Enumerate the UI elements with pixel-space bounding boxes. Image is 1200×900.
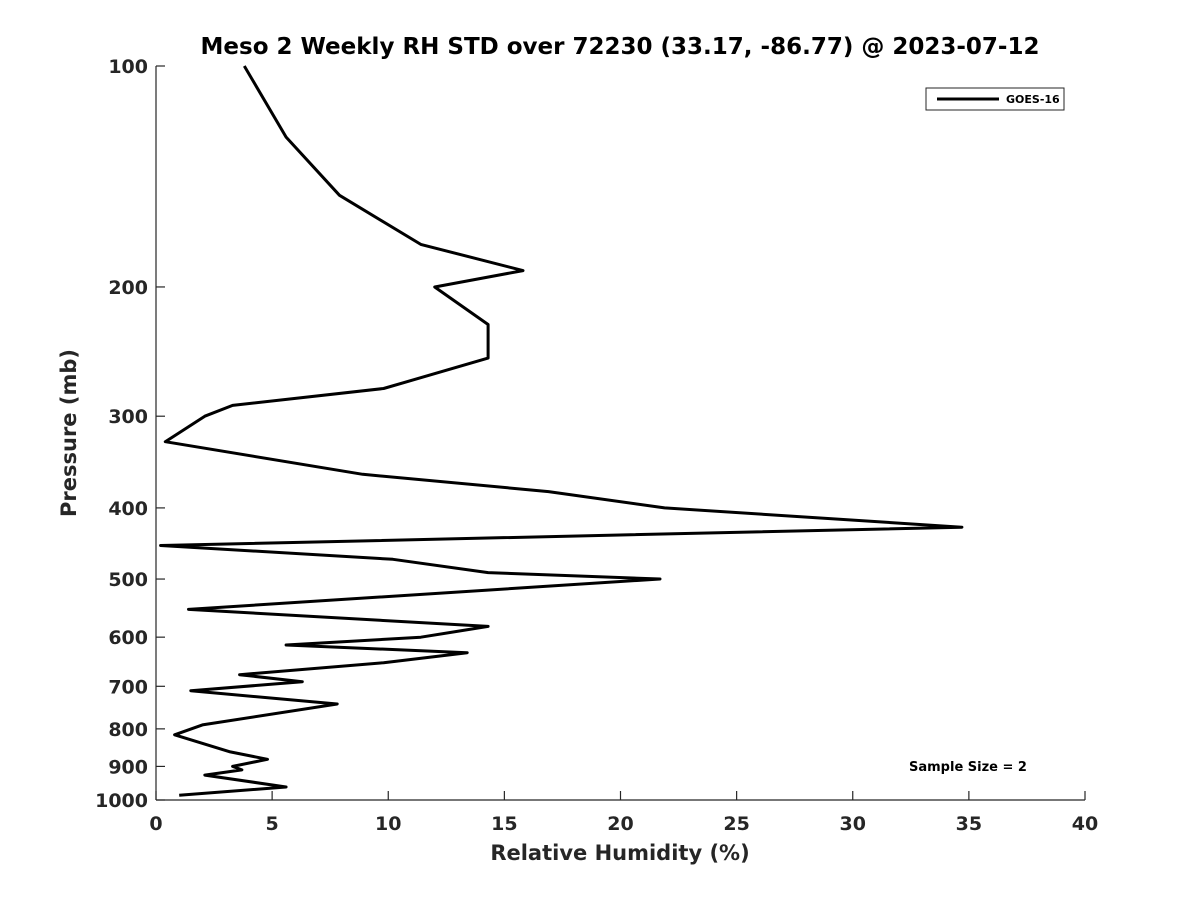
y-axis-label: Pressure (mb) — [57, 349, 81, 517]
legend: GOES-16 — [925, 87, 1065, 111]
x-tick-label: 10 — [375, 813, 401, 835]
x-ticks: 0 5 10 15 20 25 30 35 40 — [149, 791, 1098, 835]
y-tick-label: 600 — [108, 627, 148, 649]
x-axis-label: Relative Humidity (%) — [490, 841, 749, 865]
y-tick-label: 1000 — [95, 790, 148, 812]
y-tick-label: 900 — [108, 756, 148, 778]
y-tick-label: 700 — [108, 676, 148, 698]
series-line-goes-16 — [159, 65, 964, 797]
x-tick-label: 35 — [956, 813, 982, 835]
series-layer — [159, 65, 964, 797]
y-tick-label: 800 — [108, 719, 148, 741]
y-ticks: 100 200 300 400 500 600 700 800 900 1000 — [95, 56, 165, 812]
x-tick-label: 25 — [723, 813, 749, 835]
x-tick-label: 15 — [491, 813, 517, 835]
x-tick-label: 30 — [840, 813, 866, 835]
x-tick-label: 20 — [607, 813, 633, 835]
y-tick-label: 500 — [108, 569, 148, 591]
y-tick-label: 200 — [108, 277, 148, 299]
x-tick-label: 0 — [149, 813, 162, 835]
y-tick-label: 400 — [108, 498, 148, 520]
y-tick-label: 100 — [108, 56, 148, 78]
x-tick-label: 40 — [1072, 813, 1098, 835]
legend-label-goes-16: GOES-16 — [1006, 93, 1060, 106]
chart-title: Meso 2 Weekly RH STD over 72230 (33.17, … — [201, 34, 1040, 60]
y-tick-label: 300 — [108, 406, 148, 428]
sample-size-annotation: Sample Size = 2 — [909, 760, 1027, 775]
x-tick-label: 5 — [266, 813, 279, 835]
